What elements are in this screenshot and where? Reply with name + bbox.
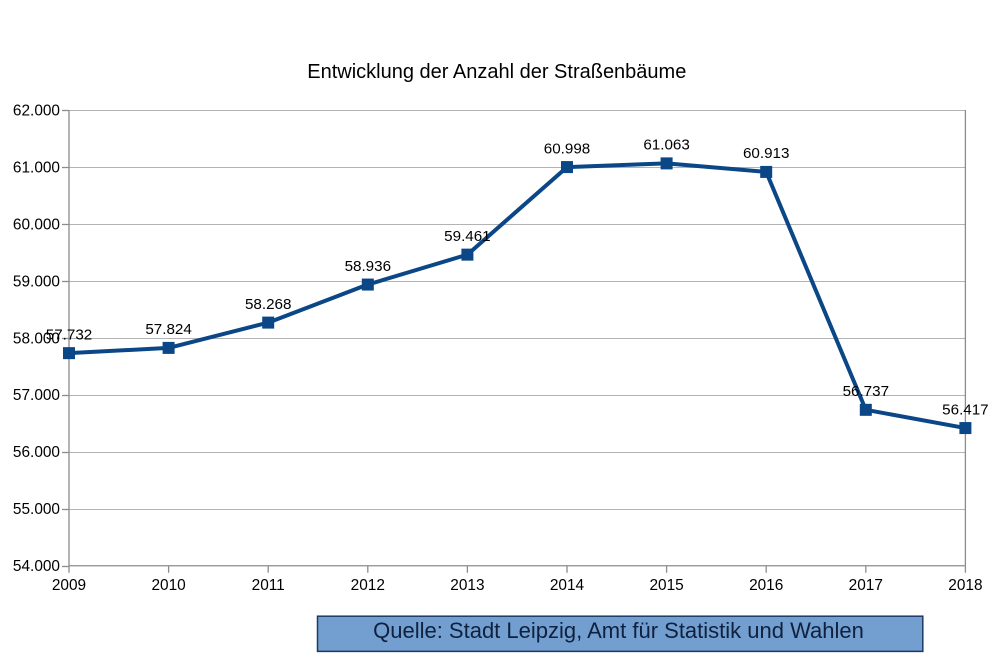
svg-text:Entwicklung der Anzahl der Str: Entwicklung der Anzahl der Straßenbäume (307, 61, 686, 83)
svg-text:2015: 2015 (649, 577, 683, 594)
svg-text:57.824: 57.824 (145, 321, 191, 338)
svg-text:56.417: 56.417 (942, 401, 988, 418)
svg-text:2018: 2018 (948, 577, 982, 594)
svg-text:56.000: 56.000 (13, 444, 60, 461)
svg-text:60.998: 60.998 (544, 140, 590, 157)
svg-text:60.000: 60.000 (13, 216, 60, 233)
svg-text:57.732: 57.732 (46, 326, 92, 343)
svg-text:Quelle: Stadt Leipzig, Amt für: Quelle: Stadt Leipzig, Amt für Statistik… (373, 618, 864, 643)
svg-text:61.063: 61.063 (643, 137, 689, 154)
svg-text:57.000: 57.000 (13, 387, 60, 404)
svg-text:60.913: 60.913 (743, 145, 789, 162)
svg-text:2009: 2009 (52, 577, 86, 594)
svg-text:59.000: 59.000 (13, 273, 60, 290)
svg-text:2010: 2010 (151, 577, 185, 594)
svg-text:2011: 2011 (252, 577, 285, 594)
svg-text:56.737: 56.737 (843, 383, 889, 400)
svg-text:55.000: 55.000 (13, 501, 60, 518)
svg-text:61.000: 61.000 (13, 159, 60, 176)
svg-text:2014: 2014 (550, 577, 585, 594)
svg-text:58.268: 58.268 (245, 296, 291, 313)
svg-text:58.000: 58.000 (13, 330, 60, 347)
svg-text:59.461: 59.461 (444, 228, 490, 245)
svg-text:2013: 2013 (450, 577, 484, 594)
svg-text:62.000: 62.000 (13, 102, 60, 119)
svg-text:2012: 2012 (351, 577, 385, 594)
svg-text:2016: 2016 (749, 577, 783, 594)
svg-text:54.000: 54.000 (13, 558, 60, 575)
svg-text:2017: 2017 (849, 577, 883, 594)
svg-text:58.936: 58.936 (345, 258, 391, 275)
